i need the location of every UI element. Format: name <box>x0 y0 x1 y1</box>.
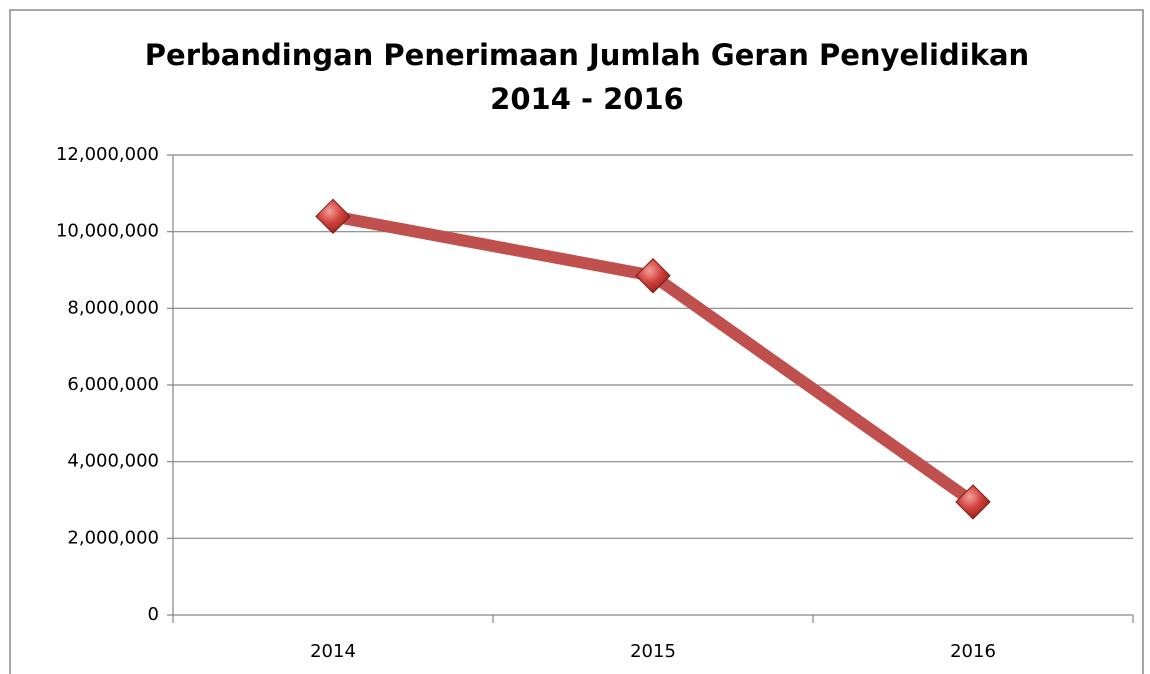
data-marker <box>635 258 671 294</box>
x-tick-label: 2016 <box>950 641 996 662</box>
y-tick-label: 4,000,000 <box>67 451 159 472</box>
chart-title: 2014 - 2016 <box>490 82 684 116</box>
chart-frame <box>9 9 1144 674</box>
data-marker <box>955 484 991 520</box>
y-tick-label: 8,000,000 <box>67 297 159 318</box>
x-tick-label: 2014 <box>310 641 356 662</box>
data-marker <box>315 198 351 235</box>
chart-title: Perbandingan Penerimaan Jumlah Geran Pen… <box>145 38 1029 72</box>
y-tick-label: 2,000,000 <box>67 527 159 548</box>
y-tick-label: 0 <box>148 604 159 625</box>
x-tick-label: 2015 <box>630 641 676 662</box>
y-tick-label: 10,000,000 <box>56 221 159 242</box>
y-tick-label: 6,000,000 <box>67 374 159 395</box>
y-tick-label: 12,000,000 <box>56 144 159 165</box>
